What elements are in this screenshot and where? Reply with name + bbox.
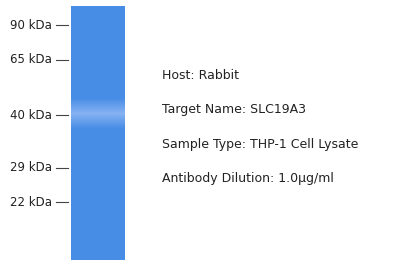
Text: Host: Rabbit: Host: Rabbit — [162, 69, 239, 82]
Text: 22 kDa: 22 kDa — [10, 196, 52, 209]
Text: 65 kDa: 65 kDa — [10, 53, 52, 66]
Text: 90 kDa: 90 kDa — [10, 19, 52, 32]
Text: 29 kDa: 29 kDa — [10, 161, 52, 174]
Text: Antibody Dilution: 1.0μg/ml: Antibody Dilution: 1.0μg/ml — [162, 172, 334, 185]
Text: Target Name: SLC19A3: Target Name: SLC19A3 — [162, 103, 306, 116]
Text: Sample Type: THP-1 Cell Lysate: Sample Type: THP-1 Cell Lysate — [162, 138, 359, 151]
Text: 40 kDa: 40 kDa — [10, 108, 52, 121]
